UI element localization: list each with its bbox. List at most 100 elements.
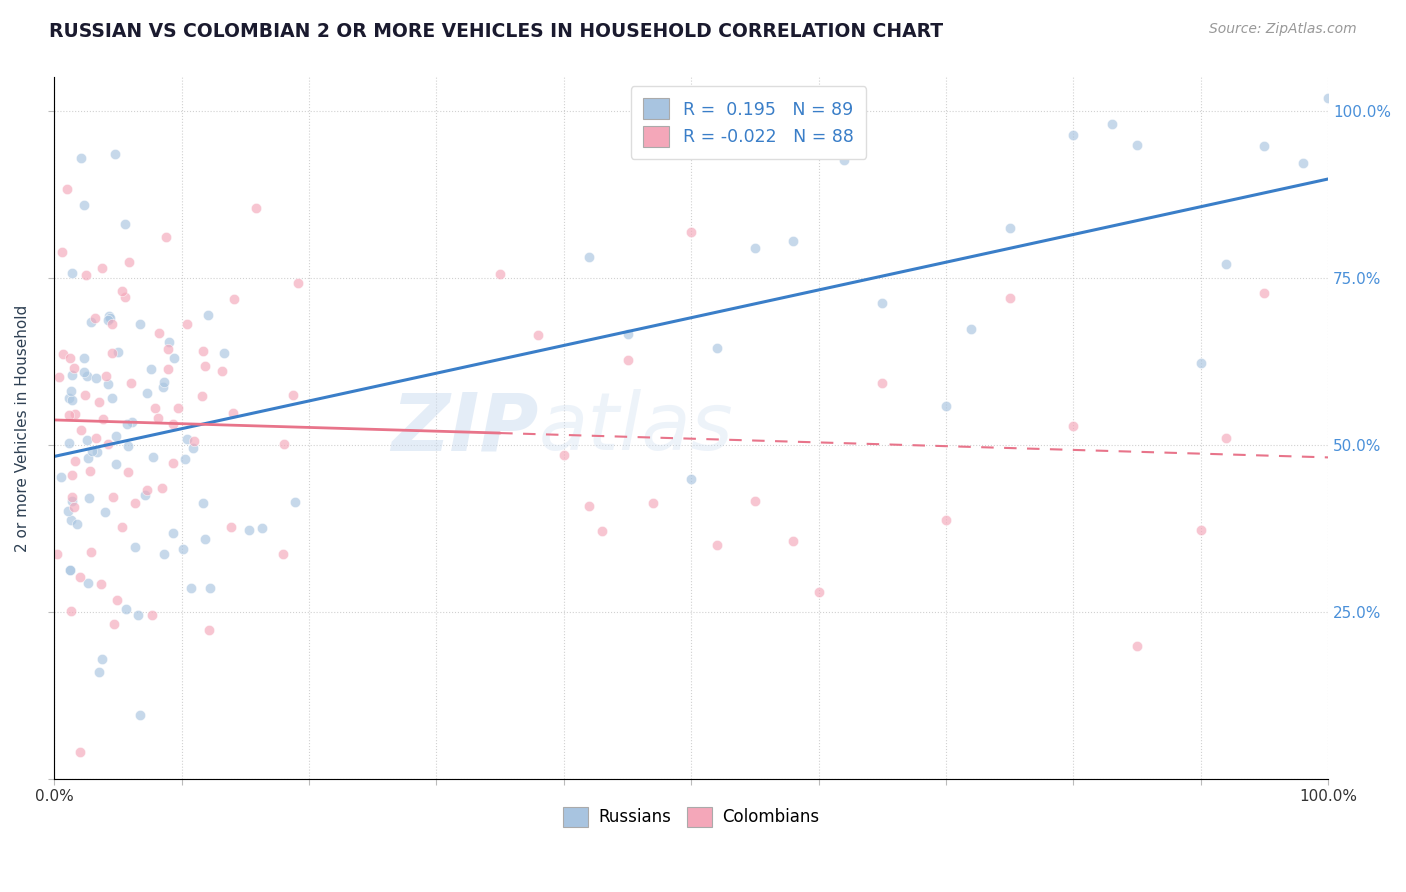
Point [706,342,728,356]
Point [167,401,190,416]
Point [84,371,107,385]
Point [163,351,186,366]
Point [1317,90,1340,104]
Point [287,276,309,290]
Point [117,465,139,479]
Point [1215,431,1237,445]
Point [77,491,100,506]
Point [219,520,242,534]
Point [527,327,550,342]
Point [176,318,198,332]
Point [80,545,103,559]
Point [1292,156,1315,170]
Point [87,665,110,680]
Point [90,651,112,665]
Point [87,395,110,409]
Point [935,513,957,527]
Point [578,250,600,264]
Point [121,416,143,430]
Point [616,326,638,341]
Point [183,434,205,448]
Point [129,318,152,332]
Point [94,505,117,519]
Point [706,538,728,552]
Point [48,370,70,384]
Point [63,500,86,514]
Point [73,365,96,379]
Point [153,375,176,389]
Point [58,504,80,518]
Point [281,387,304,401]
Point [744,241,766,255]
Point [60,490,83,504]
Point [872,376,894,390]
Point [1062,128,1084,142]
Point [1126,137,1149,152]
Point [143,401,166,415]
Point [66,516,89,531]
Point [80,315,103,329]
Point [489,267,512,281]
Point [157,362,180,376]
Point [284,495,307,509]
Point [107,345,129,359]
Point [63,407,86,421]
Point [77,575,100,590]
Point [1215,257,1237,271]
Legend: Russians, Colombians: Russians, Colombians [557,800,827,834]
Point [1253,138,1275,153]
Text: atlas: atlas [538,389,733,467]
Point [162,456,184,470]
Point [1189,356,1212,370]
Point [70,423,93,437]
Point [148,326,170,340]
Point [104,146,127,161]
Point [72,351,94,366]
Point [194,359,217,373]
Point [111,284,134,298]
Point [60,392,83,407]
Point [1253,285,1275,300]
Point [98,310,121,325]
Point [744,493,766,508]
Point [60,512,83,526]
Point [59,605,82,619]
Point [141,608,163,623]
Point [872,296,894,310]
Point [73,388,96,402]
Point [86,444,108,458]
Point [117,439,139,453]
Point [998,291,1021,305]
Point [150,481,173,495]
Point [681,472,703,486]
Point [124,496,146,510]
Point [191,389,214,403]
Point [553,448,575,462]
Point [84,311,107,326]
Point [152,380,174,394]
Point [111,520,134,534]
Point [782,235,804,249]
Point [91,412,114,426]
Point [60,493,83,508]
Point [1101,118,1123,132]
Point [146,411,169,425]
Point [52,346,75,360]
Point [222,292,245,306]
Point [245,201,267,215]
Point [960,322,983,336]
Point [118,254,141,268]
Point [46,547,69,561]
Point [69,745,91,759]
Point [211,364,233,378]
Point [152,547,174,561]
Point [155,230,177,244]
Point [114,602,136,616]
Point [135,483,157,498]
Point [97,376,120,391]
Point [77,451,100,466]
Point [58,408,80,422]
Point [157,343,180,357]
Point [173,452,195,467]
Point [91,260,114,275]
